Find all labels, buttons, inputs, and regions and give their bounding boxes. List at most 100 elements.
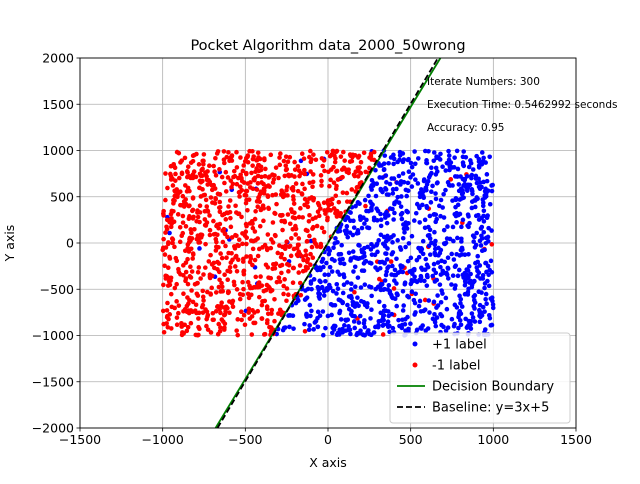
minus1-point xyxy=(160,247,166,253)
minus1-point xyxy=(253,284,258,290)
plus1-point xyxy=(454,148,460,154)
minus1-point xyxy=(222,272,227,278)
minus1-point xyxy=(203,197,209,203)
minus1-point xyxy=(181,309,186,314)
plus1-point xyxy=(369,207,374,213)
minus1-point xyxy=(262,331,268,337)
plus1-point xyxy=(406,169,412,175)
minus1-point xyxy=(210,310,216,316)
minus1-point xyxy=(196,324,201,330)
plus1-point xyxy=(309,308,314,314)
plus1-point xyxy=(329,312,334,318)
plus1-point xyxy=(433,191,438,196)
minus1-point xyxy=(300,215,306,220)
plus1-point xyxy=(466,164,472,170)
plus1-point xyxy=(413,210,419,216)
minus1-point xyxy=(320,163,326,169)
minus1-point xyxy=(288,207,294,212)
minus1-point xyxy=(308,169,313,174)
plus1-point xyxy=(321,264,326,270)
minus1-point xyxy=(288,253,294,259)
minus1-point xyxy=(310,255,316,261)
minus1-point xyxy=(284,261,290,267)
plus1-point xyxy=(320,309,326,314)
minus1-point xyxy=(344,190,350,196)
minus1-point xyxy=(313,157,319,163)
minus1-point xyxy=(231,174,236,180)
minus1-point xyxy=(190,195,196,200)
minus1-point xyxy=(172,244,177,250)
plus1-point xyxy=(341,261,347,267)
minus1-point xyxy=(266,205,271,211)
plus1-point xyxy=(465,212,471,217)
plus1-point xyxy=(469,311,475,316)
legend-label-minus1: -1 label xyxy=(432,359,481,374)
plus1-point xyxy=(483,160,488,165)
plus1-point xyxy=(286,313,291,318)
minus1-point xyxy=(239,317,244,323)
x-axis-label: X axis xyxy=(309,455,347,470)
minus1-point xyxy=(270,192,275,198)
plus1-point xyxy=(453,197,459,203)
minus1-point xyxy=(237,184,243,189)
minus1-point xyxy=(214,223,219,229)
plus1-point xyxy=(303,296,309,301)
minus1-point xyxy=(253,169,258,175)
minus1-point xyxy=(164,314,170,320)
plus1-point xyxy=(368,247,374,252)
minus1-point xyxy=(245,279,251,285)
plus1-point xyxy=(387,181,393,187)
minus1-point xyxy=(170,183,176,188)
plus1-point xyxy=(330,330,335,336)
minus1-point xyxy=(300,181,305,187)
minus1-point xyxy=(234,181,240,187)
plus1-point xyxy=(362,333,368,338)
plus1-point xyxy=(486,239,491,244)
plus1-point xyxy=(398,247,404,252)
minus1-point xyxy=(190,207,196,213)
plus1-point xyxy=(361,320,367,326)
minus1-point xyxy=(244,254,249,259)
minus1-point xyxy=(293,223,298,229)
minus1-point xyxy=(204,204,210,209)
minus1-point xyxy=(213,309,219,314)
plus1-point xyxy=(373,324,378,330)
minus1-point xyxy=(295,188,301,194)
minus1-point xyxy=(307,196,312,201)
chart-title: Pocket Algorithm data_2000_50wrong xyxy=(190,38,465,54)
plus1-point xyxy=(431,150,437,155)
minus1-point xyxy=(178,189,183,194)
plus1-point xyxy=(391,161,396,167)
minus1-point xyxy=(194,281,200,286)
minus1-point xyxy=(340,190,346,195)
minus1-point xyxy=(281,158,287,164)
minus1-point xyxy=(334,168,340,174)
minus1-point xyxy=(224,154,230,160)
plus1-point xyxy=(392,278,397,283)
plus1-point xyxy=(307,302,313,308)
plus1-point xyxy=(454,305,460,310)
plus1-point xyxy=(383,186,388,191)
plus1-point xyxy=(391,217,396,222)
minus1-point xyxy=(265,265,271,270)
y-tick-label: −1000 xyxy=(32,328,74,343)
legend-marker-minus1 xyxy=(412,362,418,368)
minus1-point xyxy=(223,169,229,175)
minus1-point xyxy=(283,167,289,173)
minus1-point xyxy=(284,184,290,190)
minus1-point xyxy=(223,217,229,222)
minus1-point xyxy=(249,332,255,337)
minus1-point xyxy=(318,244,324,249)
minus1-point xyxy=(325,198,331,203)
minus1-point xyxy=(296,214,302,220)
plus1-point xyxy=(469,205,475,211)
plus1-point xyxy=(330,288,336,294)
plus1-point xyxy=(472,278,477,284)
minus1-point xyxy=(304,259,310,265)
plus1-point xyxy=(472,319,478,324)
plus1-point xyxy=(481,179,486,185)
annotation-iterations: Iterate Numbers: 300 xyxy=(427,76,540,88)
plus1-point xyxy=(485,188,491,193)
plus1-point xyxy=(323,325,328,331)
plus1-point xyxy=(430,273,436,279)
